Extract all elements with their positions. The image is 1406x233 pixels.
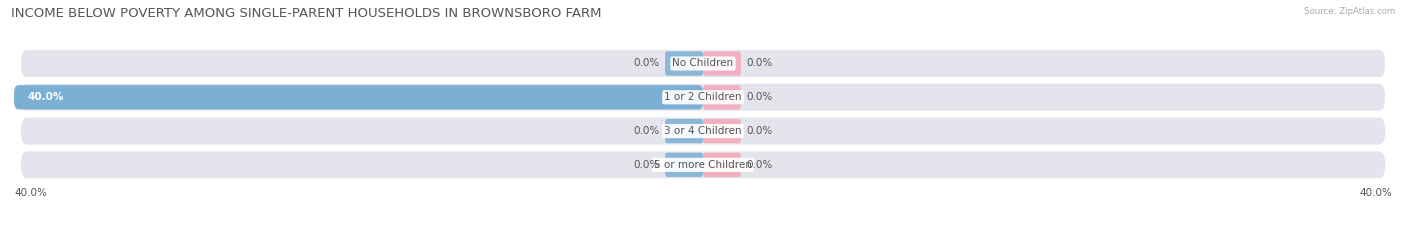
FancyBboxPatch shape [703, 119, 741, 143]
FancyBboxPatch shape [703, 85, 741, 110]
Text: 0.0%: 0.0% [633, 126, 659, 136]
Text: 0.0%: 0.0% [747, 126, 773, 136]
Text: 0.0%: 0.0% [747, 92, 773, 102]
Text: 40.0%: 40.0% [1360, 188, 1392, 198]
Text: 0.0%: 0.0% [633, 160, 659, 170]
FancyBboxPatch shape [703, 153, 741, 177]
FancyBboxPatch shape [703, 51, 741, 76]
FancyBboxPatch shape [21, 151, 1385, 178]
Text: 40.0%: 40.0% [28, 92, 65, 102]
Text: No Children: No Children [672, 58, 734, 69]
FancyBboxPatch shape [665, 119, 703, 143]
Text: 40.0%: 40.0% [14, 188, 46, 198]
Text: Source: ZipAtlas.com: Source: ZipAtlas.com [1303, 7, 1395, 16]
FancyBboxPatch shape [665, 51, 703, 76]
Text: 1 or 2 Children: 1 or 2 Children [664, 92, 742, 102]
Text: 5 or more Children: 5 or more Children [654, 160, 752, 170]
Text: INCOME BELOW POVERTY AMONG SINGLE-PARENT HOUSEHOLDS IN BROWNSBORO FARM: INCOME BELOW POVERTY AMONG SINGLE-PARENT… [11, 7, 602, 20]
FancyBboxPatch shape [665, 153, 703, 177]
FancyBboxPatch shape [21, 118, 1385, 144]
Text: 0.0%: 0.0% [747, 160, 773, 170]
FancyBboxPatch shape [21, 50, 1385, 77]
FancyBboxPatch shape [21, 84, 1385, 111]
Text: 0.0%: 0.0% [633, 58, 659, 69]
Text: 0.0%: 0.0% [747, 58, 773, 69]
FancyBboxPatch shape [14, 85, 703, 110]
Text: 3 or 4 Children: 3 or 4 Children [664, 126, 742, 136]
